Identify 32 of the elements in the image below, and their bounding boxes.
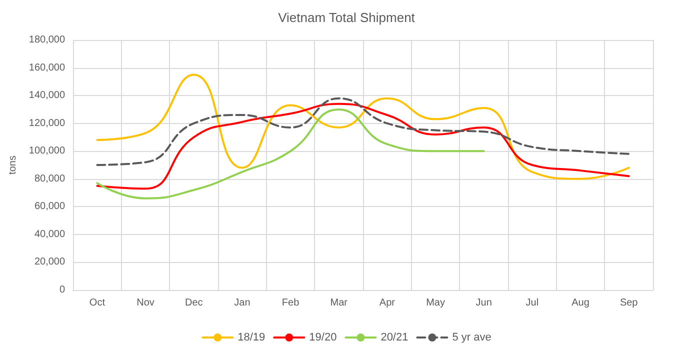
legend-label: 20/21	[380, 332, 408, 344]
y-tick-label: 160,000	[28, 62, 66, 74]
line-series	[96, 74, 630, 180]
chart-title: Vietnam Total Shipment	[278, 10, 416, 25]
x-tick-label: Aug	[572, 298, 590, 308]
x-tick-label: Nov	[136, 298, 154, 308]
legend-label: 18/19	[238, 332, 266, 344]
x-tick-label: Feb	[282, 298, 300, 308]
y-axis-title: tons	[8, 156, 18, 174]
x-tick-label: Sep	[620, 298, 638, 308]
legend-label: 19/20	[309, 332, 337, 344]
y-tick-label: 140,000	[28, 90, 66, 102]
y-tick-label: 20,000	[34, 256, 66, 268]
line-series	[96, 108, 485, 200]
y-tick-label: 180,000	[28, 34, 66, 46]
x-tick-label: Dec	[184, 298, 203, 308]
line-series	[96, 97, 630, 166]
y-tick-label: 40,000	[34, 228, 66, 240]
line-series	[96, 102, 630, 190]
x-tick-label: Jul	[526, 298, 539, 308]
x-tick-label: Apr	[379, 298, 396, 308]
legend-label: 5 yr ave	[452, 332, 492, 344]
y-tick-label: 60,000	[34, 201, 66, 212]
y-tick-label: 80,000	[34, 173, 66, 184]
y-tick-label: 100,000	[28, 146, 66, 157]
x-tick-label: Jan	[234, 298, 250, 308]
x-tick-label: Jun	[476, 298, 492, 308]
x-tick-label: Mar	[330, 298, 348, 308]
x-tick-label: May	[426, 298, 445, 308]
y-tick-label: 120,000	[28, 118, 66, 129]
y-tick-label: 0	[59, 284, 66, 296]
x-tick-label: Oct	[89, 298, 106, 308]
